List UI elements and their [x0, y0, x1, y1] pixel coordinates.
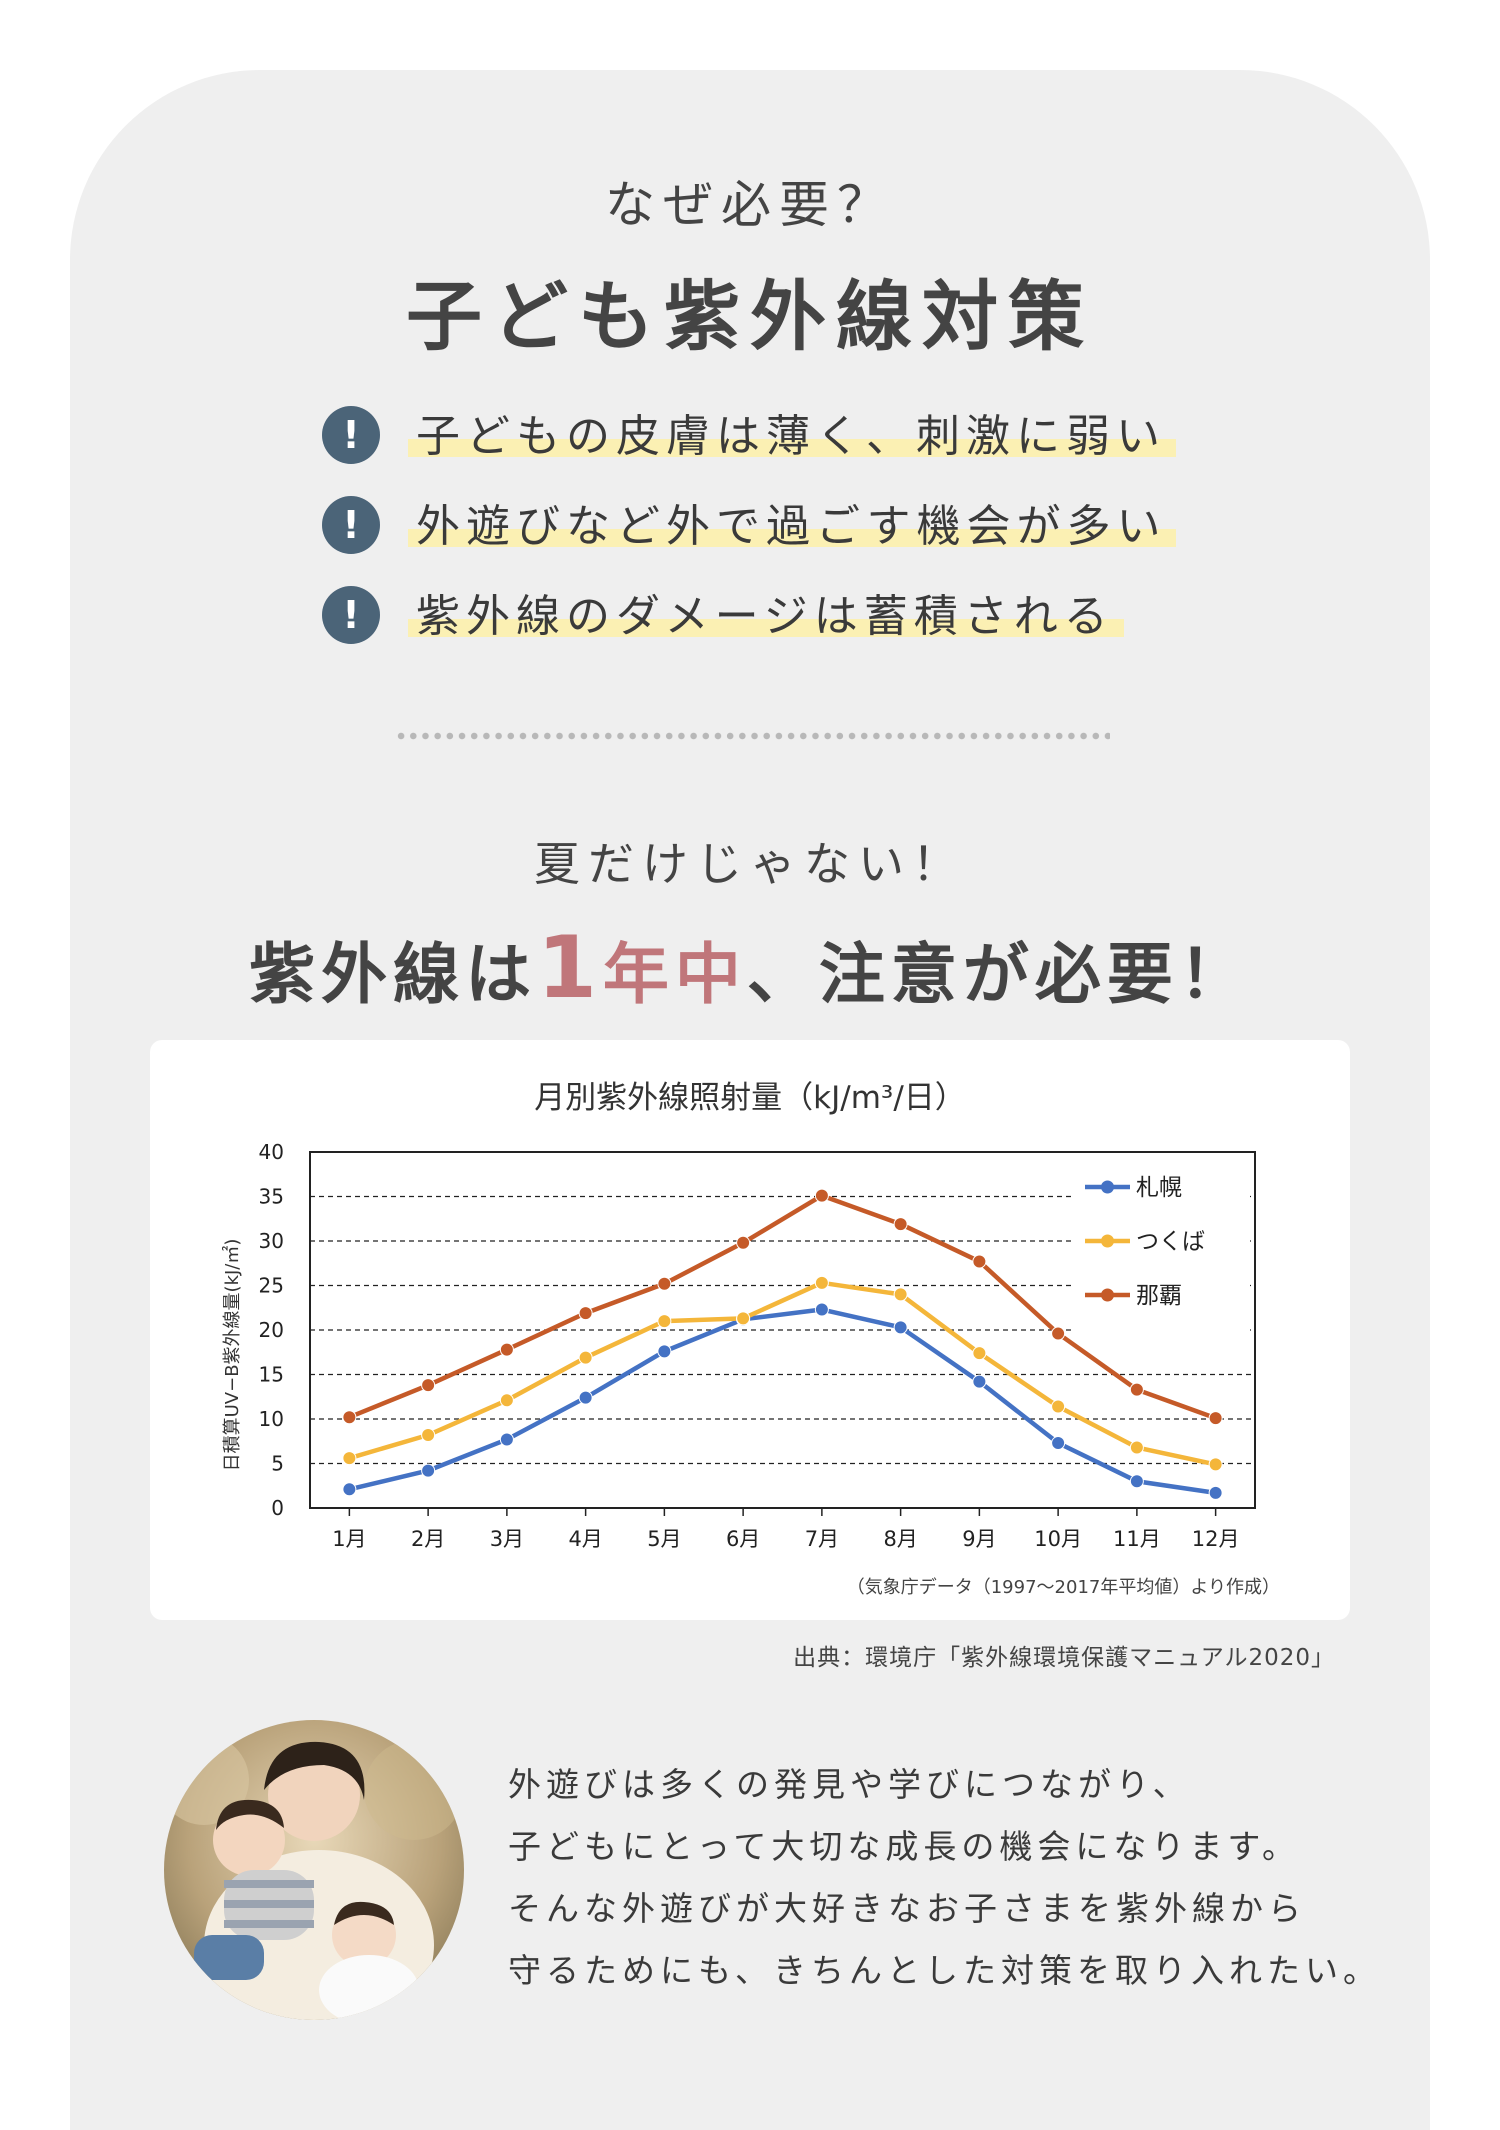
- data-point: [578, 1350, 593, 1365]
- data-point: [814, 1275, 829, 1290]
- legend-box: [1072, 1170, 1250, 1340]
- data-point: [1208, 1485, 1223, 1500]
- dotted-divider: [395, 731, 1110, 741]
- y-tick-label: 30: [259, 1229, 284, 1253]
- chart-note: （気象庁データ（1997～2017年平均値）より作成）: [847, 1577, 1280, 1598]
- y-tick-label: 0: [271, 1496, 284, 1520]
- point-text: 外遊びなど外で過ごす機会が多い: [408, 499, 1177, 551]
- y-tick-label: 25: [259, 1274, 284, 1298]
- uv-line-chart: 月別紫外線照射量（kJ/m³/日） 日積算UV−B紫外線量(kJ/㎡) 0 5 10…: [221, 1080, 1280, 1598]
- x-tick-label: 7月: [805, 1527, 839, 1551]
- data-point: [578, 1306, 593, 1321]
- x-tick-label: 12月: [1192, 1527, 1240, 1551]
- data-point: [499, 1342, 514, 1357]
- exclamation-icon: !: [322, 406, 380, 464]
- body-line-1: 外遊びは多くの発見や学びにつながり、: [508, 1765, 1191, 1804]
- x-tick-label: 8月: [883, 1527, 917, 1551]
- data-point: [1208, 1411, 1223, 1426]
- point-1: ! 子どもの皮膚は薄く、刺激に弱い: [322, 405, 1176, 465]
- legend-label: 那覇: [1136, 1283, 1182, 1309]
- legend-marker: [1101, 1234, 1114, 1248]
- chart-card: 月別紫外線照射量（kJ/m³/日） 日積算UV−B紫外線量(kJ/㎡) 0 5 10…: [150, 1040, 1350, 1620]
- data-point: [421, 1378, 436, 1393]
- point-2: ! 外遊びなど外で過ごす機会が多い: [322, 495, 1177, 555]
- data-point: [814, 1302, 829, 1317]
- section-eyebrow: 夏だけじゃない！: [534, 837, 966, 891]
- y-axis-label: 日積算UV−B紫外線量(kJ/㎡): [221, 1239, 243, 1472]
- data-point: [342, 1451, 357, 1466]
- series-line-那覇: [348, 1193, 1217, 1421]
- legend-label: つくば: [1136, 1229, 1205, 1255]
- body-line-3: そんな外遊びが大好きなお子さまを紫外線から: [508, 1889, 1306, 1928]
- y-tick-label: 20: [259, 1318, 284, 1342]
- data-point: [657, 1276, 672, 1291]
- mother-children-illustration: [164, 1720, 464, 2020]
- body-line-4: 守るためにも、きちんとした対策を取り入れたい。: [508, 1951, 1382, 1990]
- exclamation-icon: !: [322, 496, 380, 554]
- section-title-number: 1: [537, 918, 603, 1018]
- legend-marker: [1101, 1180, 1114, 1194]
- x-tick-label: 6月: [726, 1527, 760, 1551]
- data-point: [893, 1217, 908, 1232]
- y-tick-label: 10: [259, 1407, 284, 1431]
- x-tick-label: 5月: [647, 1527, 681, 1551]
- chart-title: 月別紫外線照射量（kJ/m³/日）: [534, 1080, 966, 1116]
- data-point: [814, 1188, 829, 1203]
- x-tick-label: 9月: [962, 1527, 996, 1551]
- data-point: [736, 1311, 751, 1326]
- section-title-pre: 紫外線は: [249, 936, 538, 1013]
- data-point: [893, 1287, 908, 1302]
- series-line-札幌: [348, 1307, 1216, 1496]
- section-title-post: 、注意が必要！: [746, 936, 1251, 1013]
- point-3: ! 紫外線のダメージは蓄積される: [322, 585, 1124, 645]
- main-title: 子ども紫外線対策: [406, 272, 1094, 361]
- section-title: 紫外線は1年中、注意が必要！: [0, 918, 1500, 1018]
- y-tick-label: 35: [259, 1185, 284, 1209]
- data-point: [1051, 1399, 1066, 1414]
- y-tick-label: 5: [271, 1452, 284, 1476]
- data-point: [972, 1346, 987, 1361]
- x-tick-label: 1月: [332, 1527, 366, 1551]
- data-point: [1051, 1436, 1066, 1451]
- data-point: [657, 1344, 672, 1359]
- point-text: 紫外線のダメージは蓄積される: [408, 589, 1124, 641]
- data-point: [499, 1432, 514, 1447]
- data-point: [1129, 1440, 1144, 1455]
- data-point: [736, 1235, 751, 1250]
- data-point: [342, 1410, 357, 1425]
- source-citation: 出典：環境庁「紫外線環境保護マニュアル2020」: [793, 1645, 1335, 1671]
- data-point: [657, 1314, 672, 1329]
- family-photo: [164, 1720, 464, 2020]
- data-point: [1129, 1382, 1144, 1397]
- plot-frame: [309, 1151, 1256, 1509]
- x-tick-label: 2月: [411, 1527, 445, 1551]
- data-point: [1208, 1457, 1223, 1472]
- y-tick-label: 15: [259, 1363, 284, 1387]
- data-point: [1129, 1474, 1144, 1489]
- section-title-accent: 年中: [602, 936, 747, 1013]
- x-tick-label: 10月: [1034, 1527, 1082, 1551]
- data-point: [342, 1482, 357, 1497]
- data-point: [1051, 1326, 1066, 1341]
- data-point: [421, 1428, 436, 1443]
- legend-marker: [1101, 1288, 1114, 1302]
- body-line-2: 子どもにとって大切な成長の機会になります。: [508, 1827, 1301, 1866]
- data-point: [499, 1393, 514, 1408]
- data-point: [972, 1254, 987, 1269]
- data-point: [972, 1374, 987, 1389]
- series-line-つくば: [348, 1280, 1217, 1467]
- point-text: 子どもの皮膚は薄く、刺激に弱い: [408, 409, 1176, 461]
- data-point: [578, 1390, 593, 1405]
- legend-label: 札幌: [1136, 1175, 1182, 1201]
- data-point: [421, 1463, 436, 1478]
- y-tick-label: 40: [259, 1140, 284, 1164]
- x-tick-label: 11月: [1113, 1527, 1161, 1551]
- data-point: [893, 1320, 908, 1335]
- eyebrow-heading: なぜ必要？: [605, 176, 895, 234]
- exclamation-icon: !: [322, 586, 380, 644]
- x-tick-label: 3月: [490, 1527, 524, 1551]
- x-tick-label: 4月: [568, 1527, 602, 1551]
